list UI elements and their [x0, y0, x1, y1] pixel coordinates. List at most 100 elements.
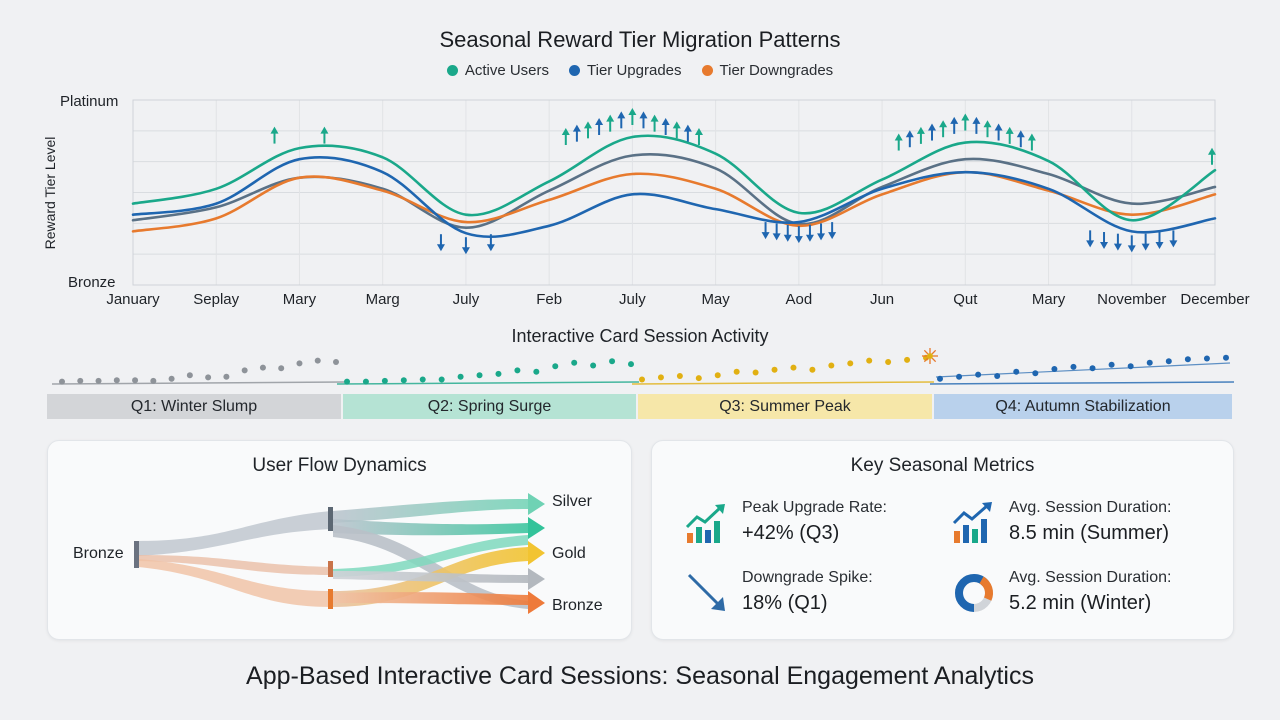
session-point: [476, 372, 483, 379]
upgrade-arrow-icon: [639, 111, 648, 129]
session-point: [1051, 366, 1058, 372]
x-tick-label: July: [619, 291, 646, 308]
legend-item-tier-downgrades[interactable]: Tier Downgrades: [701, 62, 834, 79]
downgrade-arrow-icon: [817, 223, 826, 241]
upgrade-arrow-icon: [628, 108, 637, 125]
session-point: [241, 367, 248, 374]
upgrade-arrow-icon: [650, 114, 659, 132]
session-point: [205, 374, 212, 381]
x-tick-label: Marg: [365, 291, 400, 308]
flow-target-silver: Silver: [552, 493, 593, 510]
legend-item-active-users[interactable]: Active Users: [446, 62, 550, 79]
downgrade-arrow-icon: [461, 237, 470, 255]
session-point: [657, 374, 664, 381]
metric-label: Avg. Session Duration:: [1009, 569, 1172, 586]
session-point: [590, 362, 597, 369]
quarter-band-q4[interactable]: Q4: Autumn Stabilization: [934, 394, 1232, 419]
upgrade-arrow-icon: [320, 126, 329, 144]
x-tick-label: Aod: [785, 291, 813, 308]
downgrade-arrow-icon: [1169, 230, 1178, 248]
session-point: [885, 359, 892, 365]
session-activity-title: Interactive Card Session Activity: [511, 326, 769, 346]
session-point: [1108, 361, 1115, 368]
session-point: [828, 362, 835, 369]
session-point: [956, 373, 963, 380]
quarter-band-q2[interactable]: Q2: Spring Surge: [343, 394, 636, 419]
session-point: [1013, 368, 1020, 375]
session-point: [752, 369, 759, 376]
quarter-label: Q1: Winter Slump: [130, 398, 258, 415]
flow-arrowhead-silver: [528, 493, 545, 515]
quarter-label: Q3: Summer Peak: [719, 398, 851, 415]
metric-value: 8.5 min (Summer): [1009, 522, 1170, 544]
downgrade-arrow-icon: [1141, 233, 1150, 251]
flow-band-to-gold-green: [333, 519, 528, 536]
upgrade-arrow-icon: [583, 121, 592, 139]
flow-arrowhead-bronze: [528, 591, 545, 614]
legend-item-tier-upgrades[interactable]: Tier Upgrades: [569, 62, 682, 79]
session-point: [314, 357, 321, 364]
upgrade-arrow-icon: [994, 123, 1003, 141]
chart-title: Seasonal Reward Tier Migration Patterns: [439, 27, 841, 52]
downgrade-arrow-icon: [783, 224, 792, 242]
legend-label: Active Users: [464, 62, 550, 79]
metric-value: +42% (Q3): [742, 522, 840, 544]
session-point: [714, 372, 721, 379]
downgrade-arrow-icon: [1127, 235, 1136, 253]
upgrade-arrow-icon: [561, 128, 570, 145]
downgrade-arrow-icon: [805, 224, 814, 242]
session-point: [457, 373, 464, 380]
session-point: [168, 375, 175, 382]
session-point: [150, 377, 157, 384]
session-point: [790, 364, 797, 371]
x-tick-label: May: [701, 291, 730, 308]
upgrade-arrow-icon: [617, 111, 626, 129]
session-point: [344, 378, 350, 385]
session-point: [1070, 363, 1077, 370]
flow-node-mid-lower: [328, 589, 333, 609]
quarter-band-q3[interactable]: Q3: Summer Peak: [638, 394, 932, 419]
session-point: [495, 370, 502, 377]
x-tick-label: November: [1097, 291, 1167, 308]
upgrade-arrow-icon: [1005, 126, 1014, 144]
x-tick-label: Mary: [1031, 291, 1066, 308]
line-chart-up-icon: [952, 502, 992, 543]
quarter-label: Q4: Autumn Stabilization: [995, 398, 1171, 415]
downgrade-arrow-icon: [1155, 232, 1164, 250]
bar-chart-up-icon: [685, 504, 725, 543]
downgrade-arrow-icon: [1100, 232, 1109, 250]
legend-label: Tier Downgrades: [719, 62, 834, 79]
x-tick-label: Jun: [869, 291, 895, 308]
session-point: [609, 358, 616, 365]
session-point: [628, 361, 634, 368]
flow-band-bronze-upper: [138, 511, 331, 556]
session-point: [95, 377, 102, 384]
upgrade-arrow-icon: [595, 118, 604, 135]
flow-band-bronze-lower: [138, 559, 331, 607]
flow-band-cross-grey: [333, 525, 528, 609]
downgrade-arrow-icon: [772, 223, 781, 241]
session-point: [937, 375, 943, 382]
flow-arrowhead-grey: [528, 568, 545, 590]
upgrade-arrow-icon: [983, 120, 992, 138]
session-point: [333, 359, 339, 365]
session-activity-scatter: [51, 348, 1235, 385]
session-point: [639, 376, 645, 383]
upgrade-arrow-icon: [1016, 130, 1025, 148]
upgrade-arrow-icon: [961, 113, 970, 131]
session-point: [904, 356, 911, 363]
x-tick-label: Mary: [282, 291, 317, 308]
session-point: [186, 372, 193, 379]
session-point: [1203, 355, 1210, 362]
flow-band-bronze-middle: [138, 555, 331, 575]
upgrade-arrow-icon: [905, 130, 914, 148]
flow-band-to-bronze: [333, 592, 528, 605]
chart-legend: Active Users Tier Upgrades Tier Downgrad…: [0, 62, 1280, 79]
session-point: [362, 378, 369, 385]
upgrade-arrow-icon: [894, 133, 903, 151]
session-point: [809, 366, 816, 373]
quarter-band-q1[interactable]: Q1: Winter Slump: [47, 394, 341, 419]
upgrade-arrow-icon: [1027, 133, 1036, 151]
quarter-label: Q2: Spring Surge: [427, 398, 552, 415]
session-point: [400, 377, 407, 384]
